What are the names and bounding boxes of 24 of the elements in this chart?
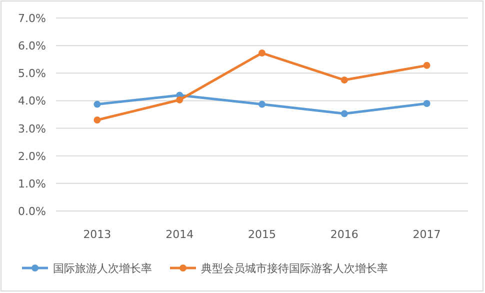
- point: [176, 96, 184, 104]
- legend-label: 国际旅游人次增长率: [53, 262, 152, 275]
- y-tick-label: 7.0%: [18, 12, 46, 25]
- y-tick-label: 5.0%: [18, 67, 46, 80]
- y-tick-label: 1.0%: [18, 177, 46, 190]
- legend-label: 典型会员城市接待国际游客人次增长率: [201, 262, 388, 275]
- x-tick-label: 2013: [83, 228, 112, 241]
- x-tick-label: 2017: [412, 228, 441, 241]
- y-tick-label: 0.0%: [18, 205, 46, 218]
- point: [423, 100, 430, 107]
- y-tick-label: 6.0%: [18, 40, 46, 53]
- y-tick-label: 2.0%: [18, 150, 46, 163]
- point: [340, 76, 348, 84]
- x-tick-label: 2015: [248, 228, 276, 241]
- x-tick-label: 2014: [166, 228, 194, 241]
- point: [94, 100, 101, 108]
- x-tick-label: 2016: [330, 228, 358, 241]
- point: [423, 62, 430, 69]
- point: [258, 100, 266, 108]
- point: [340, 110, 348, 118]
- point: [94, 116, 101, 124]
- y-tick-label: 4.0%: [18, 94, 46, 108]
- point: [258, 50, 266, 57]
- y-tick-label: 3.0%: [18, 122, 46, 136]
